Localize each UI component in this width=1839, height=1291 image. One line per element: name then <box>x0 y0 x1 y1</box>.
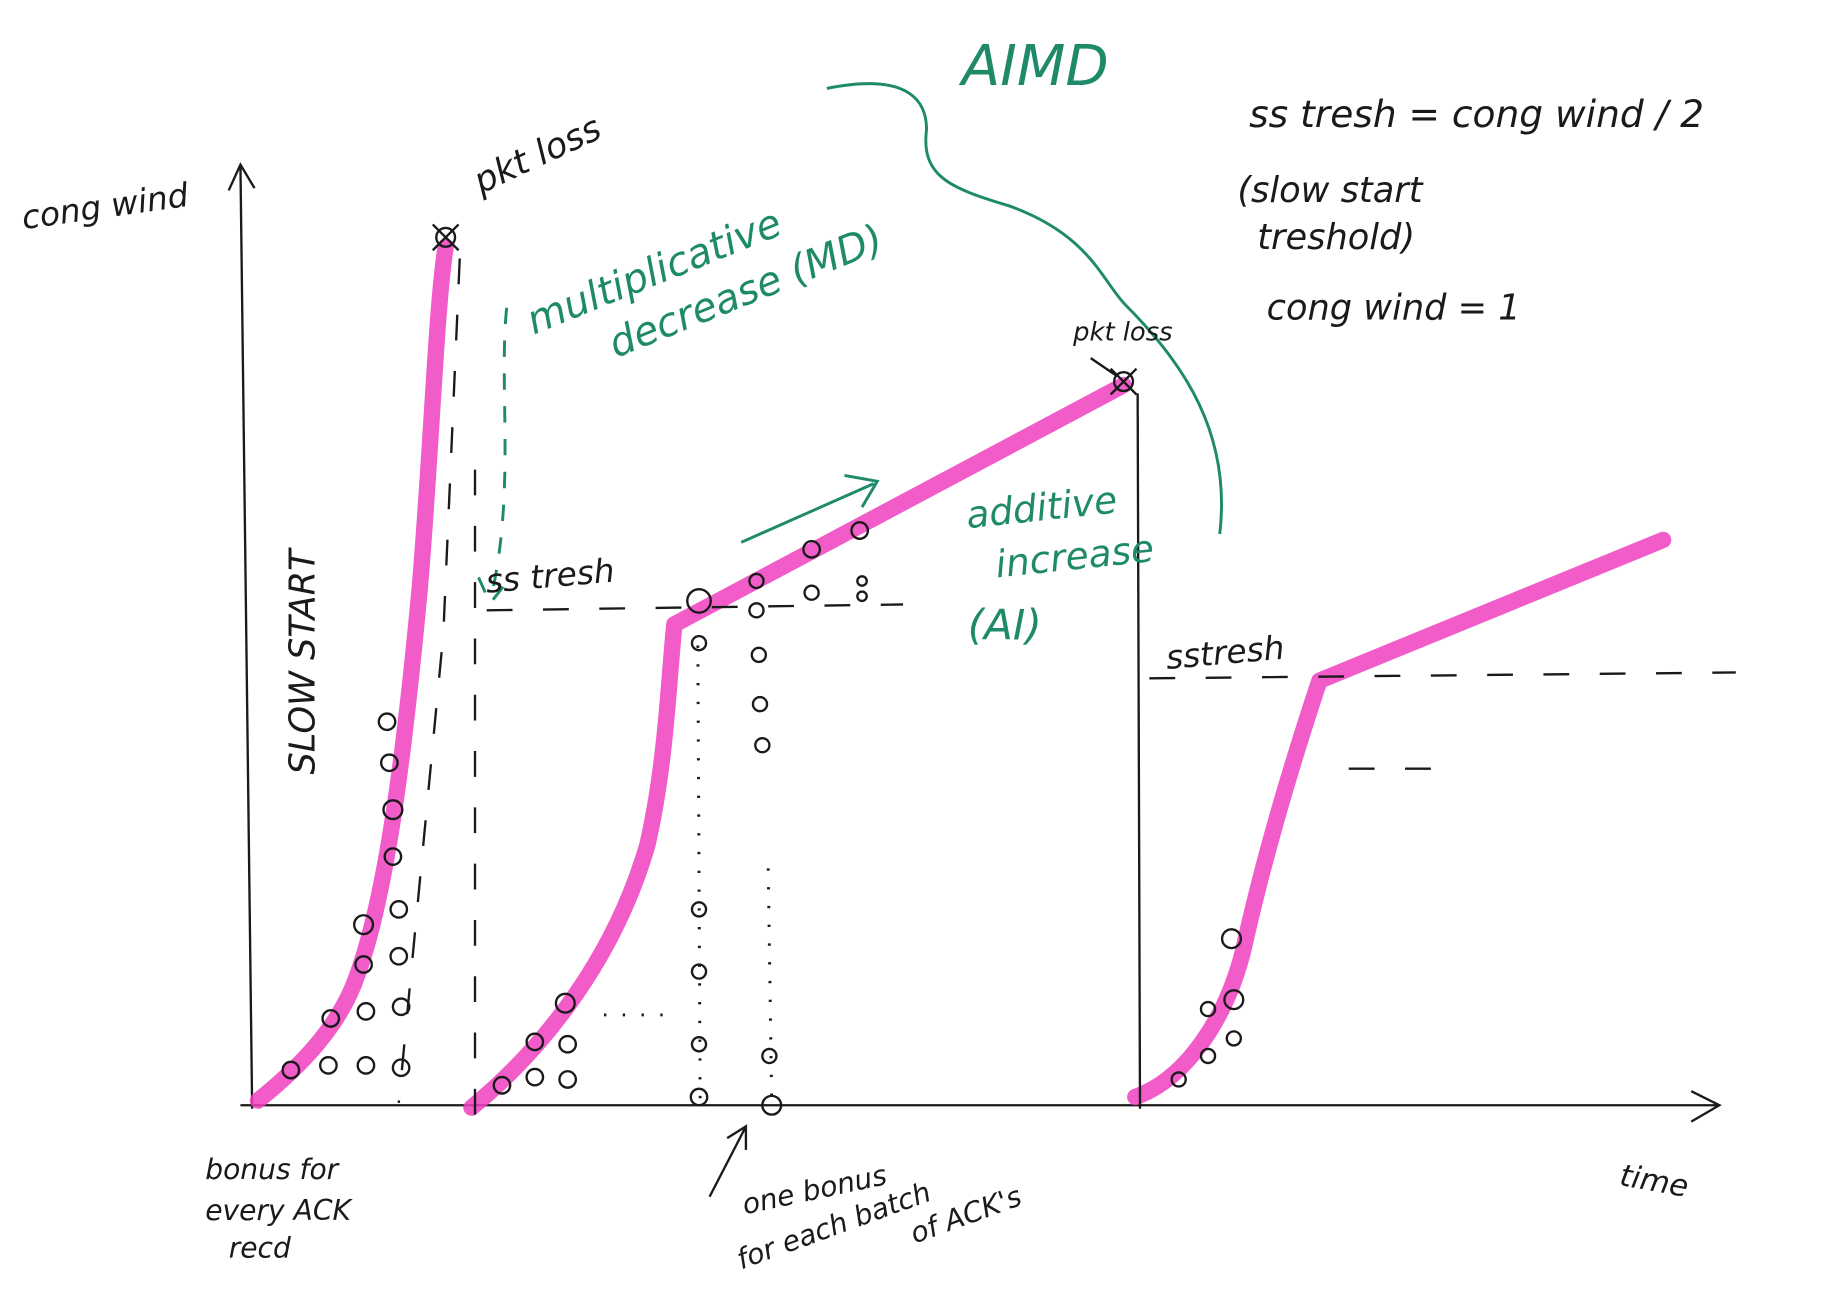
ai-label-line: (AI) <box>968 601 1042 650</box>
pkt-loss-label: pkt loss <box>466 108 607 203</box>
bonus-arrow <box>710 1126 746 1196</box>
note-line: treshold) <box>1257 217 1415 258</box>
y-axis <box>229 165 255 1109</box>
ai-label-line: additive <box>964 478 1119 538</box>
y-axis-label: cong wind <box>19 176 191 237</box>
x-axis <box>240 1091 1719 1121</box>
bonus-every-line: bonus for <box>205 1153 340 1186</box>
ssthresh-line-2 <box>1149 672 1735 678</box>
x-axis-label: time <box>1617 1158 1691 1204</box>
slow-start-label: SLOW START <box>282 547 323 775</box>
ssthresh-label: ss tresh <box>484 552 616 601</box>
ack-marks <box>283 522 1244 1114</box>
loss-vertical <box>1138 393 1140 1108</box>
md-arrow <box>479 308 507 604</box>
note-line: cong wind = 1 <box>1267 287 1521 328</box>
bonus-every-line: recd <box>229 1232 291 1265</box>
note-line: (slow start <box>1237 170 1423 211</box>
diagram: cong wind time AIMD multiplicative decre… <box>0 0 1839 1291</box>
ssthresh-label: sstresh <box>1164 629 1286 677</box>
page: cong wind time AIMD multiplicative decre… <box>0 0 1839 1291</box>
ai-label-line: increase <box>993 526 1156 586</box>
loss-marker-1 <box>433 224 459 250</box>
title: AIMD <box>959 34 1109 99</box>
pkt-loss-label: pkt loss <box>1072 318 1172 348</box>
aimd-brace <box>827 84 1222 534</box>
bonus-every-line: every ACK <box>205 1194 353 1227</box>
dotted-lines <box>604 646 772 1103</box>
note-line: ss tresh = cong wind / 2 <box>1249 92 1704 136</box>
